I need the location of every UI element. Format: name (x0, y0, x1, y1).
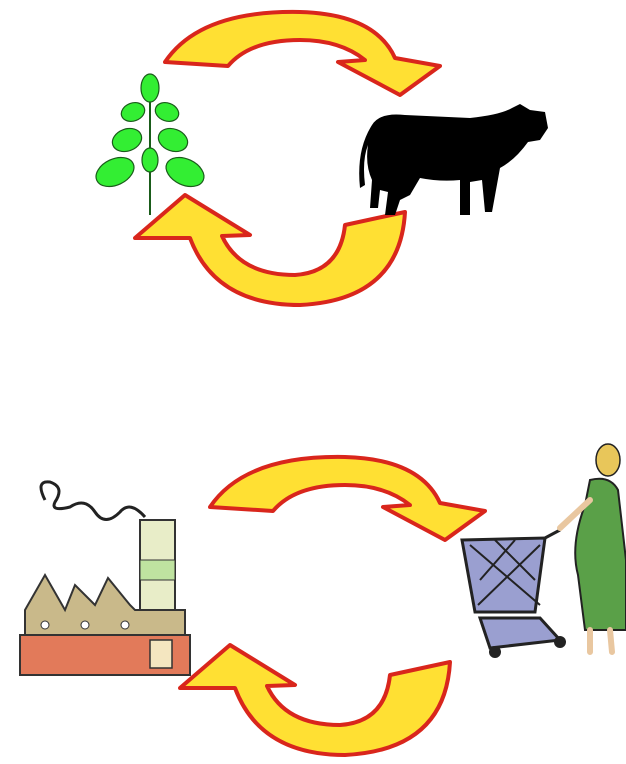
leaf (91, 152, 138, 192)
page: {} html, body { margin: 0; padding: 0; b… (0, 0, 626, 764)
leaf (142, 148, 158, 172)
cow-icon (359, 104, 548, 215)
leaf (119, 99, 148, 124)
diagram (0, 0, 626, 764)
cycle-arrow (165, 12, 440, 95)
leaf (153, 99, 182, 124)
window (41, 621, 49, 629)
leaf (141, 74, 159, 102)
plant-icon (91, 74, 208, 215)
factory-door (150, 640, 172, 668)
shopper-icon (462, 444, 626, 658)
leaf (155, 125, 191, 156)
leg (590, 630, 612, 652)
leaf (161, 152, 208, 192)
window (81, 621, 89, 629)
wheel (554, 636, 566, 648)
cycle-arrow (180, 645, 450, 755)
dress (575, 479, 626, 630)
wheel (489, 646, 501, 658)
leaf (109, 125, 145, 156)
window (121, 621, 129, 629)
cycle-arrow (210, 457, 485, 540)
factory-icon (20, 482, 190, 675)
chimney-band (140, 560, 175, 580)
body (0, 0, 626, 764)
cycle-arrow (135, 195, 405, 305)
smoke (41, 482, 145, 520)
hair (596, 444, 620, 476)
